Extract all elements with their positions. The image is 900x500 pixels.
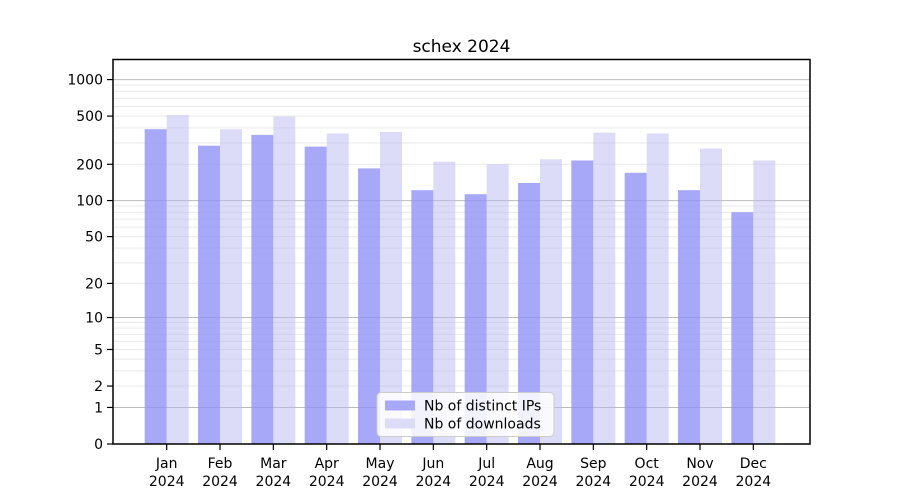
legend-box (376, 392, 555, 437)
bar-aug-nb-of-downloads (540, 159, 563, 444)
bar-feb-nb-of-downloads (220, 129, 243, 445)
legend-swatch-nb-of-downloads (385, 418, 415, 429)
bar-jun-nb-of-distinct-ips (411, 190, 434, 444)
x-tick-label-month: Jan (155, 456, 178, 472)
bar-nov-nb-of-downloads (700, 148, 722, 444)
x-tick-label-month: May (366, 456, 395, 472)
bar-jun-nb-of-downloads (433, 161, 456, 444)
x-tick-label-year: 2024 (416, 474, 452, 490)
bar-jul-nb-of-downloads (486, 164, 509, 445)
y-axis: 0 1 2 5 10 20 50 100 200 500 1000 (67, 73, 113, 453)
bar-oct-nb-of-distinct-ips (624, 172, 647, 444)
x-tick-label-year: 2024 (522, 474, 558, 490)
bar-dec-nb-of-distinct-ips (731, 212, 754, 444)
bar-aug-nb-of-distinct-ips (518, 182, 541, 444)
x-tick-label-month: Aug (526, 456, 553, 472)
bar-nov-nb-of-distinct-ips (678, 190, 700, 444)
bars (144, 115, 776, 445)
y-tick-label: 20 (85, 276, 103, 292)
bar-oct-nb-of-downloads (646, 133, 669, 444)
x-axis: Jan 2024 Feb 2024 Mar 2024 Apr 2024 May 2024 Jun 20… (149, 444, 771, 490)
legend-swatch-nb-of-distinct-ips (385, 400, 415, 411)
bar-dec-nb-of-downloads (753, 160, 776, 444)
x-tick-label-month: Jul (477, 456, 495, 472)
y-tick-label: 1000 (67, 73, 103, 89)
x-tick-label-month: Nov (686, 456, 713, 472)
bar-may-nb-of-downloads (380, 131, 403, 445)
x-tick-label-year: 2024 (629, 474, 665, 490)
y-tick-label: 5 (94, 342, 103, 358)
x-tick-label-month: Feb (208, 456, 233, 472)
y-tick-label: 100 (76, 194, 103, 210)
x-tick-label-year: 2024 (469, 474, 505, 490)
y-tick-label: 200 (76, 157, 103, 173)
x-tick-label-year: 2024 (256, 474, 292, 490)
legend: Nb of distinct IPs Nb of downloads (376, 392, 555, 437)
y-tick-label: 2 (94, 379, 103, 395)
legend-label-nb-of-distinct-ips: Nb of distinct IPs (424, 399, 541, 415)
legend-label-nb-of-downloads: Nb of downloads (424, 417, 541, 433)
y-tick-label: 500 (76, 109, 103, 125)
x-tick-label-month: Mar (260, 456, 287, 472)
x-tick-label-year: 2024 (362, 474, 398, 490)
x-tick-label-month: Oct (635, 456, 660, 472)
x-tick-label-month: Jun (421, 456, 444, 472)
x-tick-label-year: 2024 (736, 474, 772, 490)
bar-jan-nb-of-distinct-ips (144, 129, 167, 445)
x-tick-label-year: 2024 (202, 474, 238, 490)
bar-apr-nb-of-downloads (326, 133, 349, 444)
x-tick-label-year: 2024 (682, 474, 718, 490)
x-tick-label-year: 2024 (309, 474, 345, 490)
x-tick-label-month: Dec (740, 456, 767, 472)
bar-jul-nb-of-distinct-ips (464, 194, 487, 444)
x-tick-label-year: 2024 (576, 474, 612, 490)
x-tick-label-month: Sep (580, 456, 607, 472)
bar-jan-nb-of-downloads (166, 115, 189, 444)
y-tick-label: 50 (85, 230, 103, 246)
bar-sep-nb-of-distinct-ips (571, 160, 594, 444)
x-tick-label-year: 2024 (149, 474, 185, 490)
plot-border (112, 58, 811, 445)
x-tick-label-month: Apr (315, 456, 339, 472)
bar-mar-nb-of-distinct-ips (251, 134, 274, 444)
chart-title: schex 2024 (413, 37, 511, 57)
y-tick-label: 10 (85, 311, 103, 327)
bar-sep-nb-of-downloads (593, 132, 616, 445)
y-tick-label: 0 (94, 437, 103, 453)
bar-may-nb-of-distinct-ips (358, 168, 381, 444)
bar-mar-nb-of-downloads (273, 116, 296, 444)
bar-feb-nb-of-distinct-ips (198, 145, 221, 444)
bar-apr-nb-of-distinct-ips (304, 146, 327, 444)
y-tick-label: 1 (94, 400, 103, 416)
